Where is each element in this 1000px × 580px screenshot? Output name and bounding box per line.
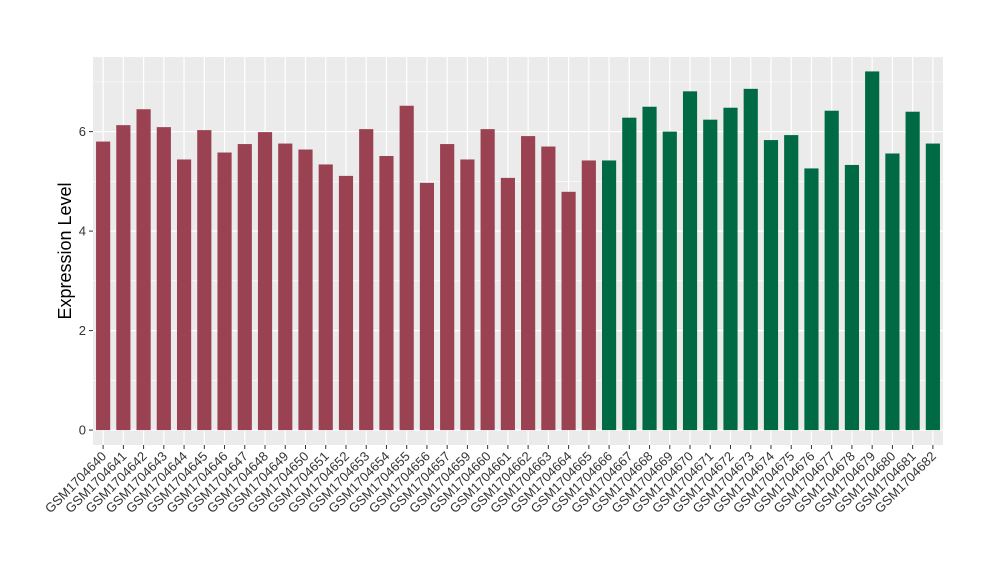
y-axis-title: Expression Level — [55, 182, 75, 319]
y-tick-label: 4 — [79, 224, 86, 239]
bar-GSM1704677 — [824, 110, 839, 431]
y-tick-label: 2 — [79, 323, 86, 338]
bar-GSM1704654 — [379, 155, 394, 431]
bar-GSM1704655 — [399, 105, 414, 431]
bar-GSM1704681 — [905, 111, 920, 431]
bar-GSM1704651 — [318, 164, 333, 431]
bar-GSM1704644 — [176, 159, 192, 431]
bar-GSM1704663 — [541, 146, 556, 431]
bar-GSM1704670 — [682, 91, 698, 431]
y-tick-label: 6 — [79, 124, 86, 139]
bar-GSM1704640 — [96, 141, 111, 431]
bar-GSM1704643 — [156, 127, 171, 431]
bar-GSM1704672 — [723, 107, 738, 431]
bar-GSM1704667 — [622, 117, 637, 431]
bar-GSM1704660 — [480, 129, 495, 431]
bar-GSM1704669 — [662, 131, 677, 431]
bar-GSM1704648 — [257, 132, 273, 431]
bar-GSM1704679 — [865, 71, 880, 431]
bar-GSM1704665 — [581, 160, 596, 431]
bar-GSM1704674 — [763, 140, 779, 431]
bar-GSM1704650 — [298, 149, 313, 431]
bar-GSM1704662 — [521, 136, 536, 431]
bar-GSM1704647 — [237, 144, 252, 431]
bar-GSM1704656 — [419, 182, 435, 431]
bar-GSM1704646 — [217, 152, 232, 431]
bar-GSM1704645 — [197, 130, 212, 431]
y-tick-label: 0 — [79, 423, 86, 438]
bar-GSM1704671 — [703, 119, 718, 431]
bar-GSM1704642 — [136, 109, 151, 431]
bar-GSM1704668 — [642, 106, 657, 431]
bar-GSM1704676 — [804, 168, 819, 431]
bar-GSM1704653 — [359, 129, 374, 431]
bar-GSM1704652 — [338, 175, 354, 431]
bar-GSM1704657 — [440, 144, 455, 431]
y-axis: 0 2 4 6 — [79, 124, 93, 438]
bar-GSM1704682 — [925, 143, 940, 431]
bar-GSM1704661 — [500, 177, 515, 431]
bar-GSM1704659 — [460, 159, 475, 431]
bar-GSM1704678 — [844, 164, 860, 431]
bar-GSM1704649 — [278, 143, 293, 431]
bar-GSM1704641 — [116, 125, 131, 431]
x-axis: GSM1704640GSM1704641GSM1704642GSM1704643… — [42, 445, 939, 516]
bars — [96, 71, 940, 431]
bar-GSM1704680 — [885, 153, 900, 431]
bar-GSM1704675 — [784, 135, 799, 431]
bar-GSM1704666 — [601, 160, 617, 431]
bar-GSM1704673 — [743, 88, 758, 431]
bar-GSM1704664 — [561, 191, 576, 431]
